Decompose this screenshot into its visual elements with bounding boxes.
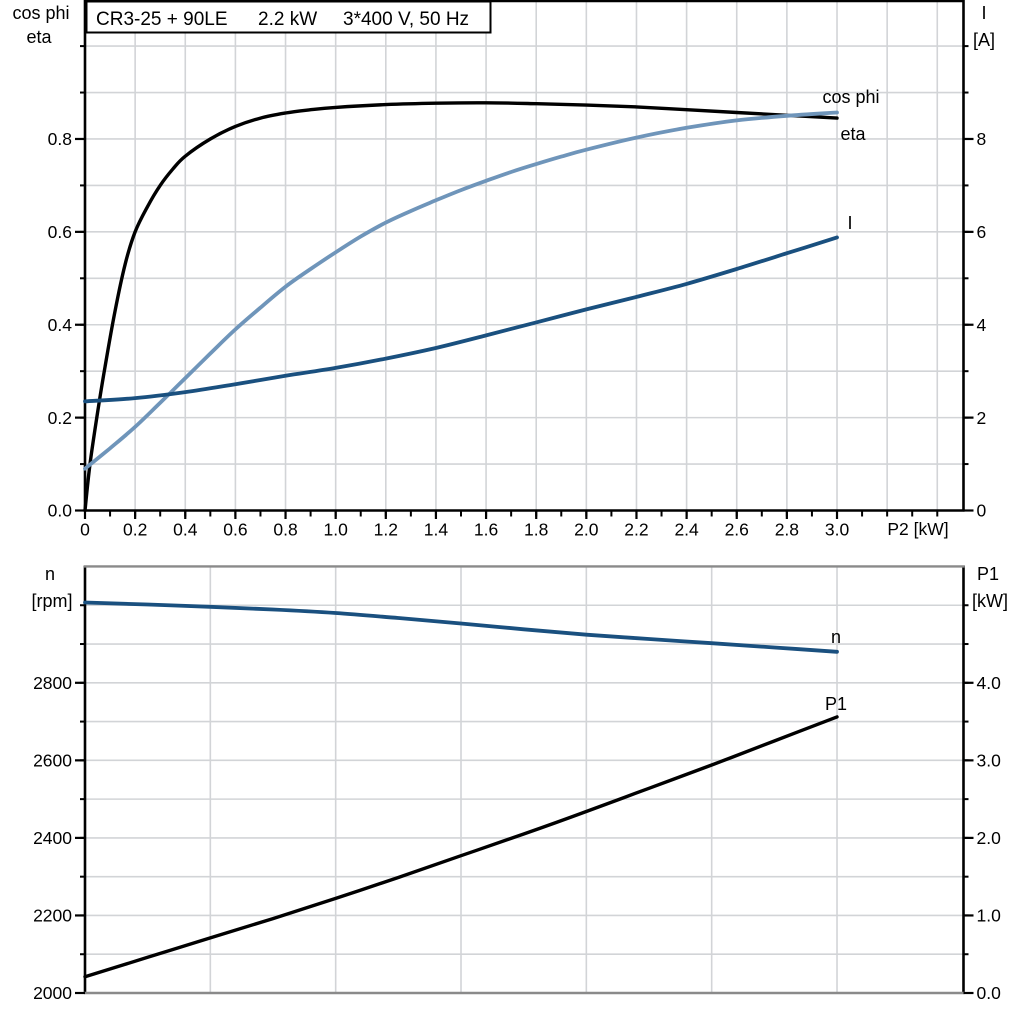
y-right-tick-label: 8 (977, 129, 987, 149)
chart-title-power: 2.2 kW (258, 9, 317, 30)
y-right-tick-label: 4 (977, 315, 987, 335)
curve-label-current: I (847, 213, 852, 233)
x-tick-label: 3.0 (825, 520, 850, 540)
curve-speed (83, 600, 839, 654)
y-left-tick-label: 2400 (33, 828, 72, 848)
chart-title-box (85, 0, 492, 34)
x-tick-label: 1.2 (374, 520, 398, 540)
chart-labels: cos phi eta I [A] CR3-25 + 90LE 2.2 kW 3… (12, 0, 1008, 714)
curve-label-input-power: P1 (825, 694, 847, 714)
y-right-tick-label: 0.0 (977, 983, 1002, 1003)
y-left-tick-label: 2600 (33, 751, 72, 771)
y-right-tick-label: 3.0 (977, 751, 1002, 771)
top-right-axis-title-line1: I (981, 3, 986, 23)
curve-cos-phi (83, 110, 839, 471)
x-tick-label: 0 (80, 520, 90, 540)
x-tick-label: 0.8 (273, 520, 297, 540)
y-left-tick-label: 2800 (33, 673, 72, 693)
x-tick-label: 1.6 (474, 520, 498, 540)
bottom-right-axis-title-line1: P1 (977, 564, 999, 584)
x-tick-label: 2.4 (674, 520, 699, 540)
y-right-tick-label: 0 (977, 501, 987, 521)
curve-label-cos-phi: cos phi (822, 87, 879, 107)
y-left-tick-label: 0.8 (48, 129, 72, 149)
x-tick-label: 0.2 (123, 520, 147, 540)
x-tick-label: 1.0 (324, 520, 349, 540)
bottom-right-axis-title-line2: [kW] (972, 591, 1008, 611)
bottom-left-axis-title-line2: [rpm] (31, 591, 72, 611)
x-tick-label: 1.4 (424, 520, 449, 540)
x-axis-title: P2 [kW] (887, 519, 948, 539)
x-tick-label: 1.8 (524, 520, 548, 540)
y-right-tick-label: 4.0 (977, 673, 1002, 693)
top-left-axis-title-line1: cos phi (12, 3, 69, 23)
y-left-tick-label: 0.4 (48, 315, 73, 335)
curve-label-eta: eta (840, 124, 866, 144)
top-chart-plot-area: 0.0 0.2 0.4 0.6 0.8 0 2 4 6 8 0 0.2 0.4 0.6 0.8 1.0 1.2 1… (48, 0, 987, 540)
y-right-tick-label: 2.0 (977, 828, 1002, 848)
x-tick-label: 0.4 (173, 520, 198, 540)
x-tick-label: 0.6 (223, 520, 247, 540)
top-right-axis-title-line2: [A] (973, 30, 995, 50)
curve-label-speed: n (831, 627, 841, 647)
y-left-tick-label: 2000 (33, 983, 72, 1003)
y-left-tick-label: 0.0 (48, 501, 73, 521)
chart-title-supply: 3*400 V, 50 Hz (343, 9, 469, 30)
y-left-tick-label: 2200 (33, 906, 72, 926)
x-tick-label: 2.2 (624, 520, 648, 540)
y-right-tick-label: 1.0 (977, 906, 1002, 926)
x-tick-label: 2.8 (775, 520, 799, 540)
bottom-left-axis-title-line1: n (45, 564, 55, 584)
bottom-chart-plot-area: 2000 2200 2400 2600 2800 0.0 1.0 2.0 3.0 4.0 (33, 565, 1001, 1003)
curve-eta (83, 101, 839, 513)
curve-current (83, 235, 839, 404)
y-right-tick-label: 2 (977, 408, 987, 428)
top-left-axis-title-line2: eta (26, 27, 52, 47)
y-left-tick-label: 0.2 (48, 408, 72, 428)
chart-title-model: CR3-25 + 90LE (96, 9, 228, 30)
y-right-tick-label: 6 (977, 222, 987, 242)
curve-input-power (83, 715, 839, 979)
x-tick-label: 2.6 (725, 520, 749, 540)
x-tick-label: 2.0 (574, 520, 599, 540)
y-left-tick-label: 0.6 (48, 222, 72, 242)
